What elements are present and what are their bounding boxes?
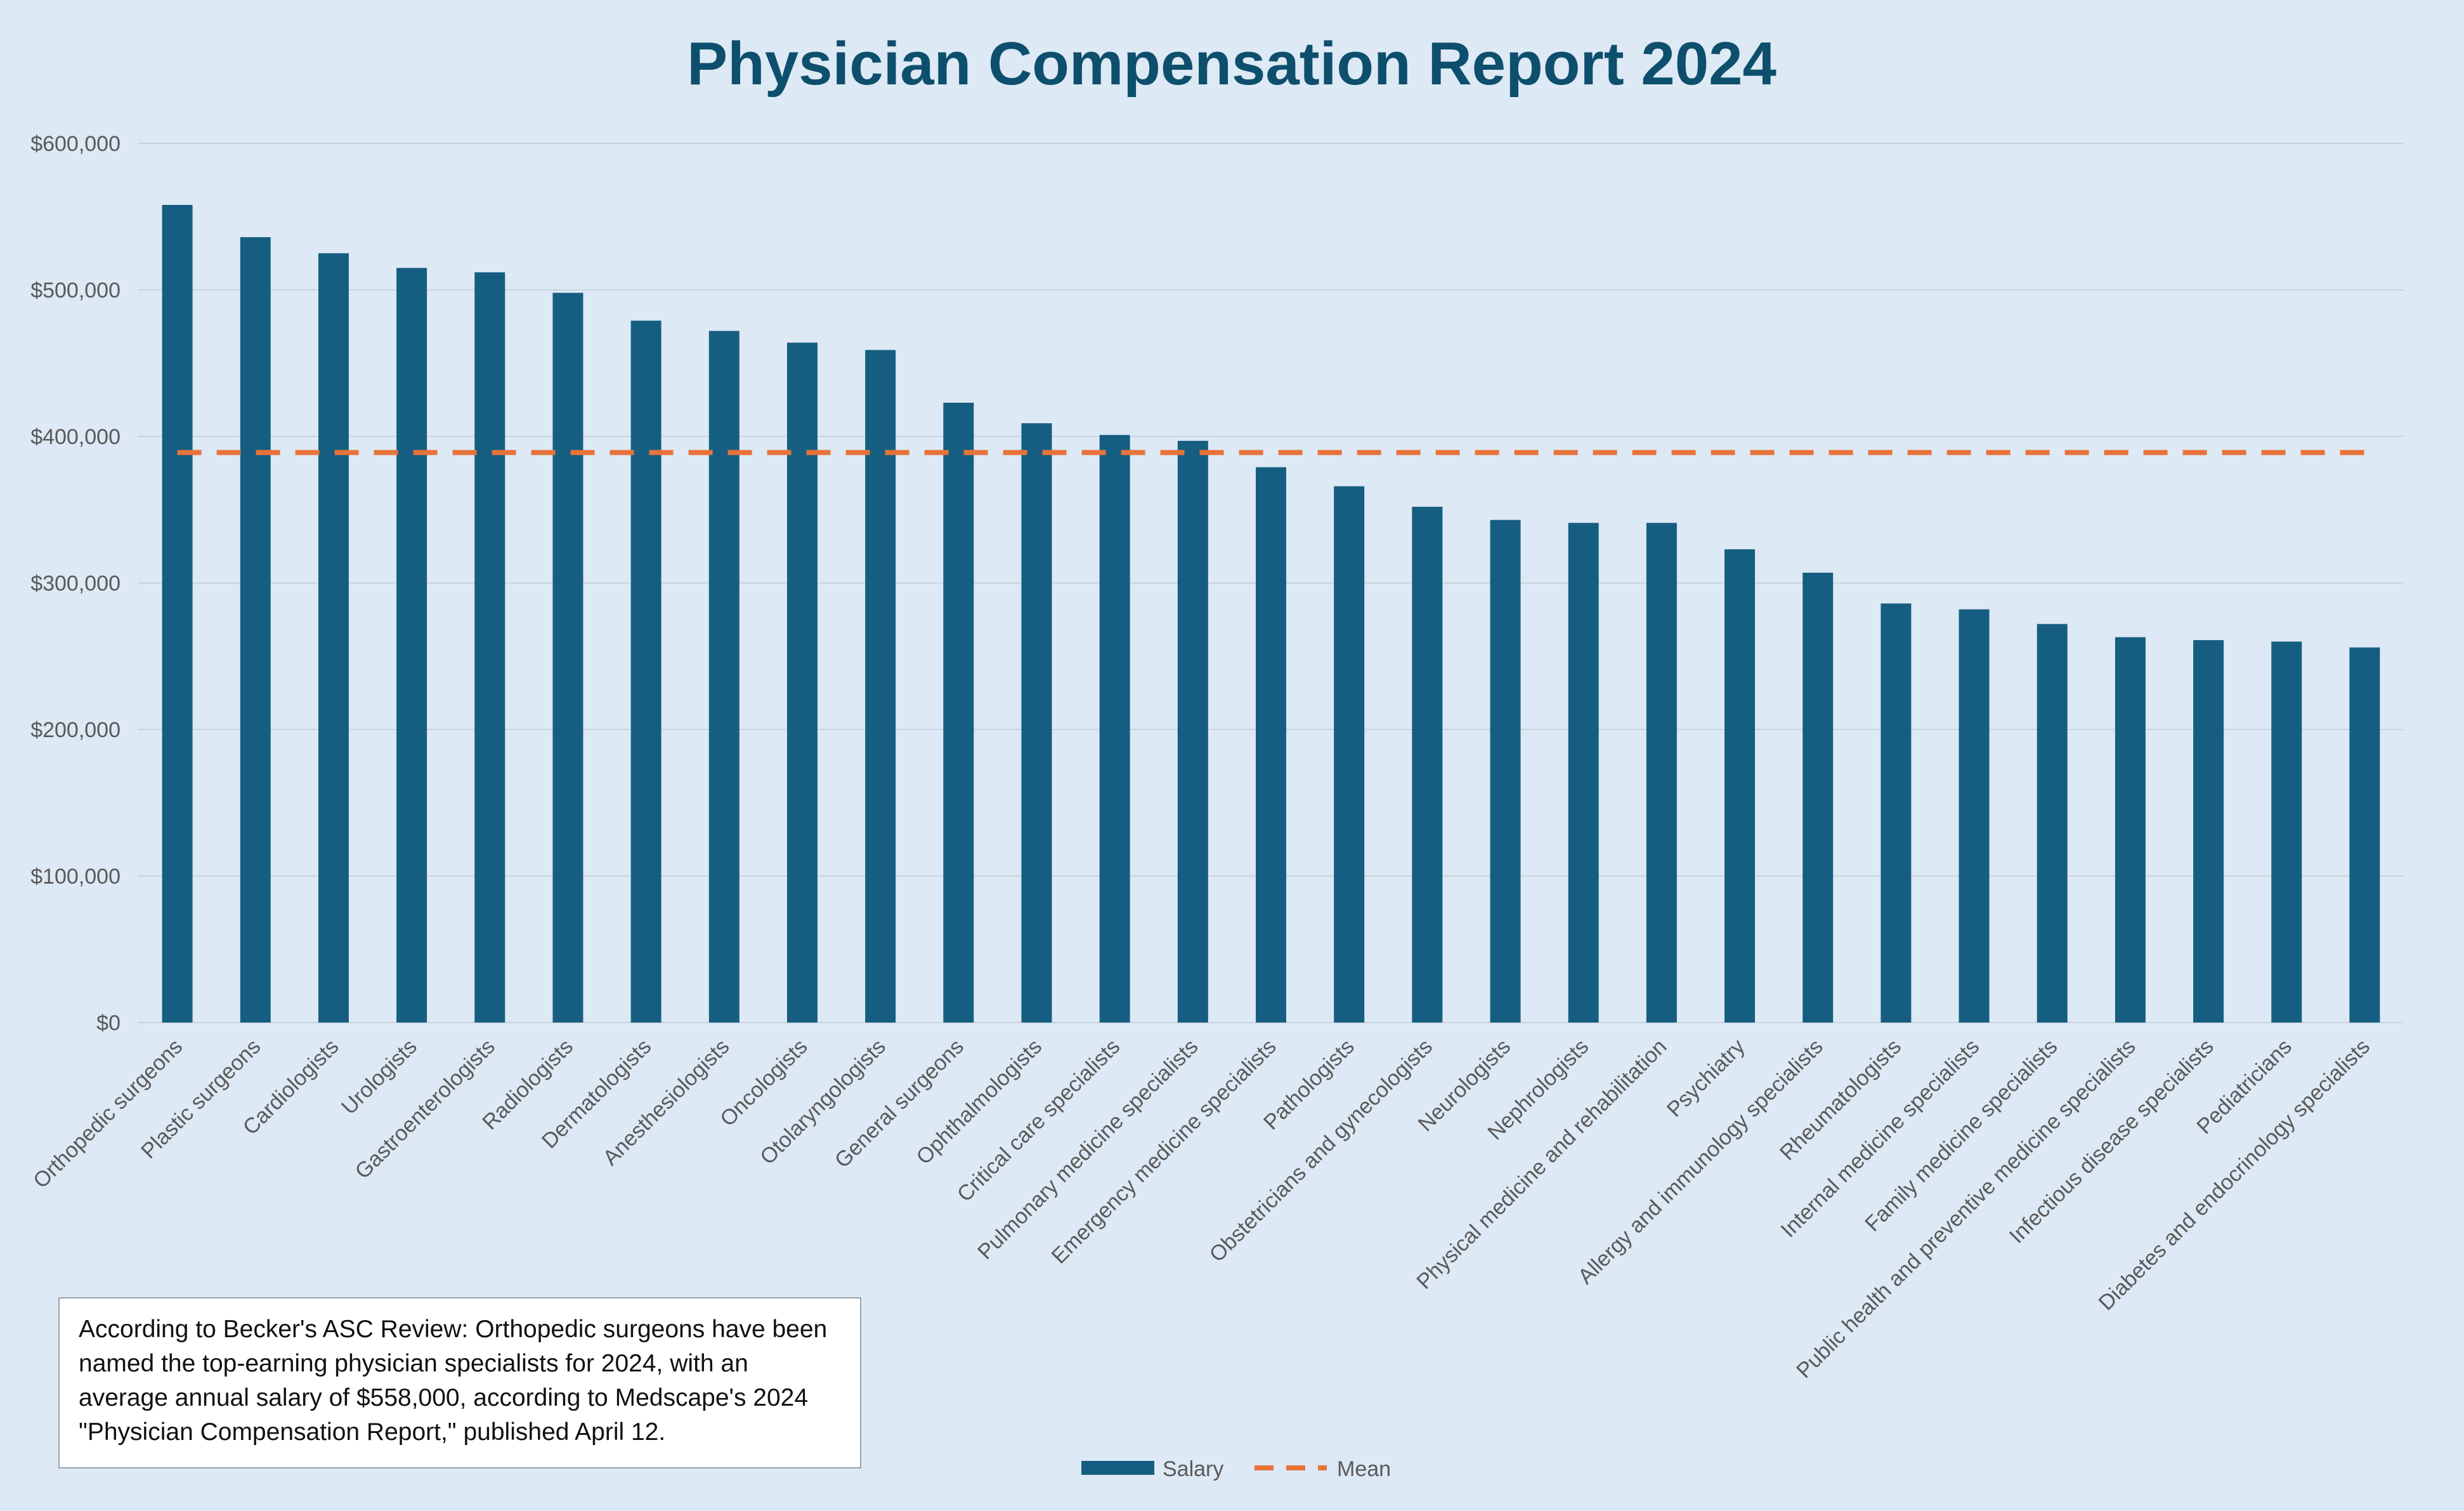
y-axis-tick-labels: $0 $100,000 $200,000 $300,000 $400,000 $500,0…	[30, 132, 121, 1035]
salary-bar	[1177, 440, 1208, 1023]
salary-bar	[1959, 609, 1990, 1023]
salary-bar	[1802, 572, 1834, 1023]
salary-bar	[1724, 549, 1756, 1023]
salary-bar	[1568, 523, 1599, 1023]
salary-bar	[786, 343, 818, 1023]
x-tick-label: Urologists	[337, 1035, 422, 1120]
x-tick-label: General surgeons	[830, 1035, 968, 1173]
salary-bar	[318, 253, 349, 1023]
salary-bar	[1490, 520, 1521, 1023]
salary-bar	[162, 205, 193, 1023]
salary-bar	[1021, 423, 1052, 1023]
salary-bar	[943, 402, 974, 1023]
legend-label-salary: Salary	[1163, 1457, 1223, 1481]
salary-bar	[2037, 624, 2068, 1023]
y-tick-label: $600,000	[30, 132, 121, 156]
salary-bar	[552, 292, 583, 1023]
salary-bar	[1334, 486, 1365, 1023]
legend-label-mean: Mean	[1337, 1457, 1391, 1481]
y-tick-label: $0	[96, 1011, 121, 1035]
salary-bar	[1099, 435, 1130, 1023]
chart-title: Physician Compensation Report 2024	[687, 30, 1776, 98]
salary-bar	[240, 237, 271, 1023]
salary-bar	[708, 330, 740, 1023]
salary-bar	[2271, 641, 2302, 1023]
salary-bars	[162, 205, 2380, 1023]
legend-swatch-salary	[1081, 1461, 1154, 1475]
salary-bar	[2193, 640, 2224, 1023]
legend: Salary Mean	[1081, 1457, 1391, 1481]
y-tick-label: $300,000	[30, 572, 121, 596]
salary-bar	[396, 268, 427, 1023]
salary-bar	[1881, 603, 1912, 1023]
y-tick-label: $400,000	[30, 425, 121, 449]
y-tick-label: $200,000	[30, 718, 121, 742]
y-tick-label: $100,000	[30, 865, 121, 889]
x-tick-label: Diabetes and endocrinology specialists	[2094, 1035, 2375, 1316]
annotation-box: According to Becker's ASC Review: Orthop…	[58, 1297, 861, 1468]
salary-bar	[630, 320, 662, 1023]
salary-bar	[2349, 647, 2380, 1023]
salary-bar	[865, 350, 896, 1023]
salary-bar	[474, 272, 505, 1023]
x-tick-label: Orthopedic surgeons	[29, 1035, 187, 1193]
y-tick-label: $500,000	[30, 278, 121, 303]
salary-bar	[2115, 637, 2146, 1023]
salary-bar	[1646, 523, 1677, 1023]
salary-bar	[1412, 506, 1443, 1023]
x-tick-label: Gastroenterologists	[351, 1035, 500, 1184]
annotation-text: According to Becker's ASC Review: Orthop…	[79, 1316, 828, 1446]
salary-bar	[1256, 467, 1286, 1023]
